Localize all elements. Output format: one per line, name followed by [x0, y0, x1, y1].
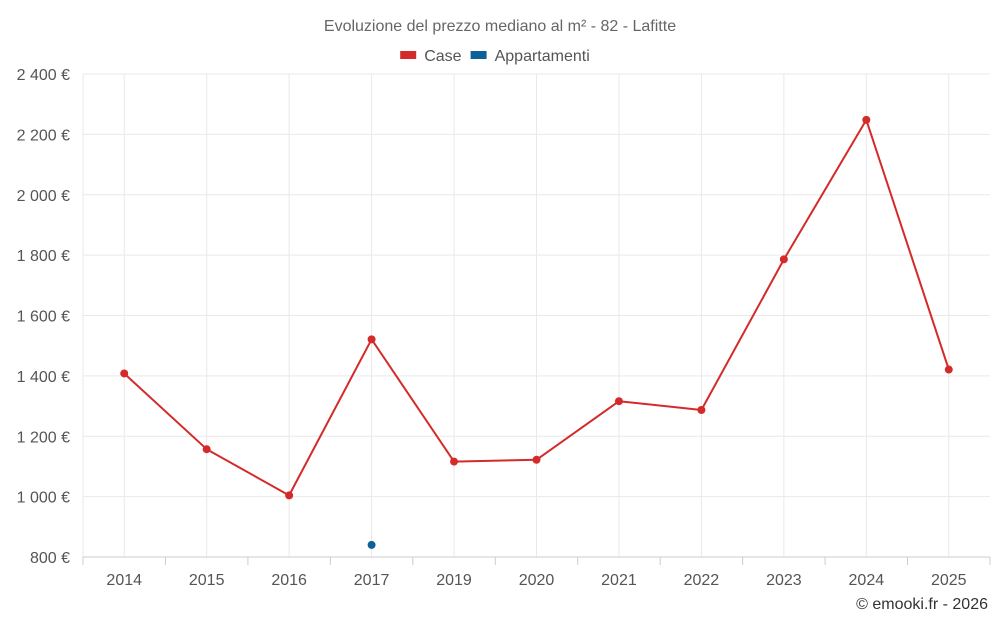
data-point-case: [614, 397, 623, 406]
y-tick-label: 800 €: [30, 550, 70, 567]
data-point-appartamenti: [367, 540, 376, 549]
chart-credit: © emooki.fr - 2026: [856, 596, 988, 613]
x-axis: 2014 2015 2016 2017 2019 2020 2021 2022 2023 2024…: [82, 556, 991, 589]
x-tick-label: 2025: [931, 572, 967, 589]
y-tick-label: 2 200 €: [17, 127, 70, 144]
data-point-case: [862, 115, 871, 124]
x-tick-label: 2017: [354, 572, 390, 589]
legend-swatch-case: [400, 51, 417, 59]
x-tick-label: 2022: [684, 572, 720, 589]
x-tick-label: 2014: [106, 572, 142, 589]
y-tick-label: 1 400 €: [17, 369, 70, 386]
x-tick-label: 2024: [849, 572, 885, 589]
data-point-case: [202, 445, 211, 454]
chart-legend: Case Appartamenti: [400, 48, 590, 65]
data-point-case: [120, 369, 129, 378]
y-tick-label: 2 400 €: [17, 67, 70, 84]
data-point-case: [285, 491, 294, 500]
chart-title: Evoluzione del prezzo mediano al m² - 82…: [324, 18, 676, 35]
legend-item-case: Case: [400, 48, 462, 65]
y-tick-label: 1 800 €: [17, 248, 70, 265]
legend-label-case: Case: [424, 48, 461, 65]
data-point-case: [450, 457, 459, 466]
data-point-case: [697, 405, 706, 414]
data-point-case: [532, 455, 541, 464]
x-tick-label: 2019: [436, 572, 472, 589]
y-axis: 800 € 1 000 € 1 200 € 1 400 € 1 600 € 1 800 €…: [17, 67, 70, 567]
legend-item-appartamenti: Appartamenti: [470, 48, 590, 65]
x-tick-label: 2023: [766, 572, 802, 589]
chart-grid: [82, 73, 990, 557]
data-point-case: [367, 335, 376, 344]
data-point-case: [779, 255, 788, 264]
y-tick-label: 1 200 €: [17, 429, 70, 446]
x-tick-label: 2021: [601, 572, 637, 589]
data-point-case: [944, 365, 953, 374]
x-tick-label: 2016: [271, 572, 307, 589]
legend-swatch-appartamenti: [470, 51, 487, 59]
y-tick-label: 2 000 €: [17, 188, 70, 205]
x-tick-label: 2020: [519, 572, 555, 589]
x-tick-label: 2015: [189, 572, 225, 589]
y-tick-label: 1 000 €: [17, 490, 70, 507]
chart-series: [120, 115, 953, 549]
y-tick-label: 1 600 €: [17, 309, 70, 326]
legend-label-appartamenti: Appartamenti: [495, 48, 590, 65]
